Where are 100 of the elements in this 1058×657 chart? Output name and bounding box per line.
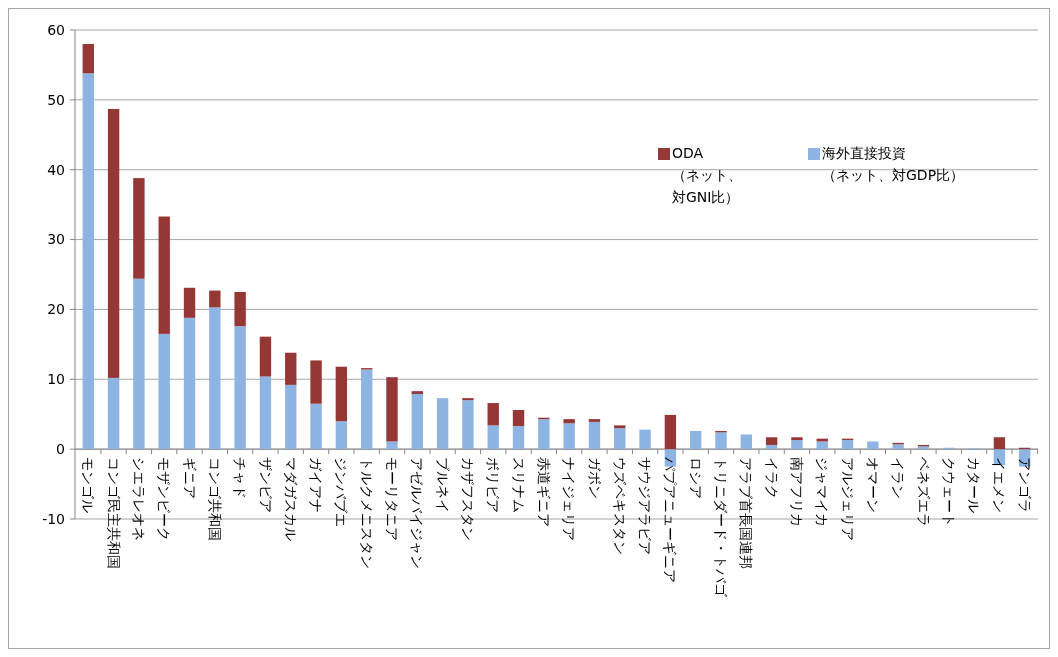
bar	[158, 333, 170, 450]
x-tick-label: ガボン	[586, 457, 603, 500]
x-tick-label: クウェート	[940, 457, 957, 528]
x-tick-label: ジンバブエ	[333, 457, 350, 528]
x-tick-label: コンゴ共和国	[206, 457, 223, 542]
bar	[462, 400, 474, 450]
bar	[538, 419, 550, 450]
bar	[664, 414, 677, 450]
x-tick-label: イラク	[763, 457, 780, 500]
x-tick-label: サウジアラビア	[637, 457, 654, 556]
bar	[436, 398, 449, 450]
x-tick-label: カタール	[966, 457, 983, 514]
x-tick-label: アゼルバイジャン	[409, 457, 426, 570]
bar	[133, 278, 145, 450]
x-tick-label: ナイジェリア	[561, 457, 578, 542]
bar	[614, 425, 626, 429]
bar	[335, 366, 348, 422]
x-tick-label: オマーン	[864, 457, 881, 514]
x-tick-label: スリナム	[510, 457, 527, 514]
x-tick-label: トルクメニスタン	[358, 457, 375, 570]
x-tick-label: ギニア	[181, 457, 198, 500]
bar	[791, 437, 803, 441]
bar	[360, 369, 373, 450]
bar	[690, 430, 702, 450]
x-tick-label: イエメン	[991, 457, 1008, 514]
bar	[82, 43, 94, 74]
bar	[310, 403, 322, 450]
bar	[133, 178, 145, 279]
bar	[563, 423, 575, 450]
x-tick-label: アラブ首長国連邦	[738, 457, 755, 570]
x-tick-label: ボリビア	[485, 457, 502, 514]
x-tick-label: ロシア	[687, 457, 704, 500]
bar	[107, 108, 120, 378]
x-tick-label: ブルネイ	[434, 457, 451, 514]
bar	[512, 426, 525, 450]
bar	[841, 440, 854, 450]
x-tick-label: ガイアナ	[308, 457, 325, 514]
bar	[411, 393, 423, 450]
bar	[386, 441, 398, 450]
bar	[462, 398, 474, 401]
bar	[487, 403, 499, 426]
x-tick-label: トリニダード・トバゴ	[713, 457, 730, 599]
bar	[588, 419, 601, 422]
y-tick-label: 60	[47, 21, 65, 38]
x-tick-label: ベネズエラ	[915, 457, 932, 528]
bar	[310, 360, 322, 404]
bar	[816, 441, 828, 450]
bar	[183, 317, 196, 450]
x-tick-label: モンゴル	[80, 457, 97, 514]
bar	[588, 421, 601, 450]
bar	[639, 429, 651, 450]
x-tick-label: モーリタニア	[384, 457, 401, 542]
bar	[386, 377, 398, 442]
bar	[765, 444, 778, 450]
x-tick-label: モザンビーク	[156, 457, 173, 542]
y-tick-label: 50	[47, 91, 65, 108]
legend-label: ODA（ネット、対GNI比）	[672, 145, 742, 205]
bar	[285, 352, 297, 385]
bar	[740, 434, 753, 450]
legend-label: 海外直接投資（ネット、対GDP比）	[822, 145, 965, 183]
bar	[234, 291, 246, 327]
x-tick-label: アルジェリア	[839, 457, 856, 542]
y-tick-label: 10	[47, 371, 65, 388]
bar	[411, 391, 423, 394]
x-tick-label: マダガスカル	[282, 457, 299, 542]
bar	[209, 290, 221, 308]
bar	[209, 307, 221, 450]
bar	[487, 425, 499, 450]
y-tick-label: -10	[42, 510, 65, 527]
bar	[867, 441, 879, 450]
bar	[82, 73, 94, 450]
bar	[715, 432, 727, 450]
x-tick-label: ウズベキスタン	[611, 457, 628, 556]
bar	[892, 444, 904, 450]
bar	[259, 376, 272, 450]
x-tick-label: チャド	[232, 457, 249, 500]
bar	[765, 437, 778, 445]
bar	[259, 336, 272, 377]
x-tick-label: コンゴ民主共和国	[105, 457, 122, 570]
bar	[183, 287, 196, 318]
bar	[234, 326, 246, 450]
bar	[614, 428, 626, 450]
x-tick-label: ジャマイカ	[814, 457, 831, 528]
y-tick-label: 40	[47, 161, 65, 178]
bar	[158, 216, 170, 334]
bar	[107, 377, 120, 450]
y-tick-label: 30	[47, 231, 65, 248]
bar	[993, 437, 1006, 450]
bar	[512, 410, 525, 427]
x-tick-label: 赤道ギニア	[535, 457, 552, 528]
x-tick-label: イラン	[890, 457, 907, 500]
x-tick-label: ザンビア	[257, 457, 274, 514]
y-tick-label: 0	[56, 441, 65, 458]
x-tick-label: 南アフリカ	[789, 457, 806, 528]
x-tick-label: カザフスタン	[460, 457, 477, 542]
bar	[335, 421, 348, 450]
y-tick-label: 20	[47, 301, 65, 318]
bar	[791, 440, 803, 450]
x-tick-label: パプアニューギニア	[662, 456, 679, 584]
x-tick-label: シエラレオネ	[131, 457, 147, 542]
